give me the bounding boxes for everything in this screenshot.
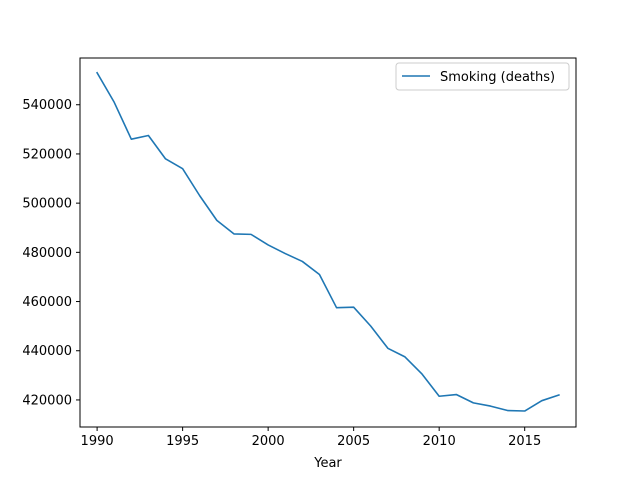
y-tick-label: 480000 [22,246,72,261]
y-tick-label: 500000 [22,197,72,212]
x-tick-label: 2015 [508,434,541,449]
legend-label: Smoking (deaths) [440,70,555,85]
y-tick-label: 460000 [22,295,72,310]
series-line-0 [96,71,560,412]
series-layer [96,71,560,412]
y-tick-label: 420000 [22,393,72,408]
x-tick-label: 2000 [252,434,285,449]
x-tick-label: 1995 [166,434,199,449]
x-tick-label: 2010 [423,434,456,449]
y-axis: 420000 440000 460000 480000 500000 520000 5400… [22,98,80,408]
x-axis: 1990 1995 2000 2005 2010 2015 [81,427,541,449]
x-axis-title: Year [313,456,342,471]
x-tick-label: 1990 [81,434,114,449]
y-tick-label: 520000 [22,147,72,162]
y-tick-label: 440000 [22,344,72,359]
legend: Smoking (deaths) [395,62,570,91]
legend-box [395,62,570,91]
x-tick-label: 2005 [337,434,370,449]
plot-area-frame [79,57,577,428]
y-tick-label: 540000 [22,98,72,113]
